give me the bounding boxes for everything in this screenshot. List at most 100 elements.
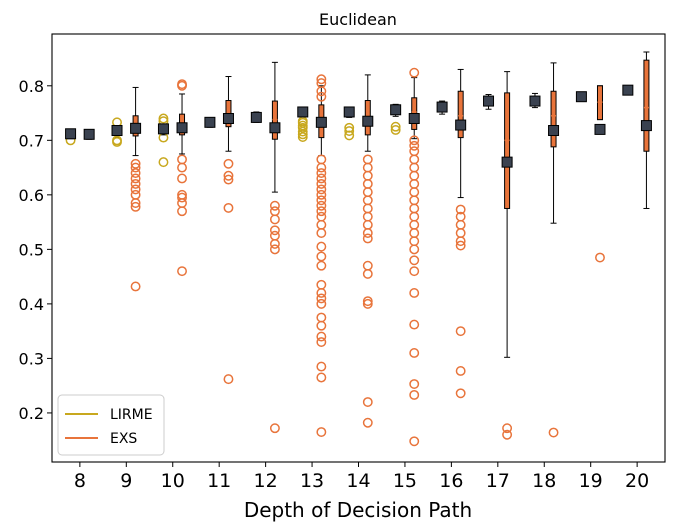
x-tick-label: 8: [74, 470, 86, 492]
outlier-exs: [316, 241, 327, 252]
outlier-exs: [316, 337, 327, 348]
outlier-exs: [316, 74, 327, 85]
mean-marker-lirme: [622, 84, 634, 96]
outlier-exs: [316, 361, 327, 372]
legend-label-lirme: LIRME: [110, 407, 153, 423]
x-tick-label: 9: [120, 470, 132, 492]
outlier-exs: [316, 91, 327, 102]
outlier-exs: [316, 86, 327, 97]
outlier-exs: [409, 255, 420, 266]
mean-marker-exs: [315, 116, 327, 128]
mean-marker-lirme: [157, 123, 169, 135]
outlier-lirme: [158, 157, 169, 168]
outlier-exs: [455, 365, 466, 376]
mean-marker-lirme: [483, 95, 495, 107]
outlier-exs: [362, 296, 373, 307]
outlier-lirme: [390, 125, 401, 135]
y-tick-label: 0.6: [19, 186, 44, 205]
outlier-exs: [409, 379, 420, 389]
x-tick-label: 11: [207, 470, 231, 492]
mean-marker-lirme: [65, 128, 77, 140]
mean-marker-exs: [408, 113, 420, 125]
outlier-exs: [223, 374, 234, 385]
outlier-exs: [316, 331, 327, 342]
x-tick-label: 20: [625, 470, 649, 492]
mean-marker-exs: [176, 122, 188, 134]
outlier-exs: [409, 67, 420, 78]
outlier-exs: [362, 298, 373, 309]
x-tick-label: 18: [532, 470, 556, 492]
outlier-exs: [455, 204, 466, 215]
outlier-exs: [455, 326, 466, 337]
x-tick-label: 12: [254, 470, 278, 492]
outlier-exs: [409, 436, 420, 447]
outlier-exs: [316, 184, 327, 195]
outlier-exs: [316, 206, 327, 217]
mean-marker-lirme: [390, 104, 402, 116]
mean-marker-exs: [548, 125, 560, 137]
outlier-exs: [409, 348, 420, 358]
outlier-exs: [223, 170, 234, 181]
y-tick-label: 0.4: [19, 295, 44, 314]
mean-marker-exs: [362, 115, 374, 127]
outlier-exs: [316, 228, 327, 238]
outlier-exs: [316, 178, 327, 189]
x-tick-label: 14: [346, 470, 370, 492]
x-tick-label: 10: [161, 470, 185, 492]
outlier-exs: [130, 198, 141, 208]
outlier-exs: [130, 281, 141, 292]
mean-marker-exs: [455, 119, 467, 131]
outlier-exs: [130, 178, 141, 189]
y-tick-label: 0.8: [19, 77, 44, 96]
outlier-lirme: [344, 126, 355, 136]
outlier-exs: [316, 251, 327, 262]
mean-marker-lirme: [343, 106, 355, 118]
legend-frame: [57, 394, 165, 456]
outlier-lirme: [344, 130, 355, 141]
outlier-exs: [409, 266, 420, 277]
mean-marker-lirme: [575, 91, 587, 103]
outlier-exs: [130, 158, 141, 169]
box-exs: [504, 92, 511, 209]
outlier-exs: [316, 173, 327, 184]
y-tick-label: 0.3: [19, 349, 44, 368]
x-tick-label: 19: [579, 470, 603, 492]
outlier-lirme: [112, 137, 122, 147]
outlier-exs: [409, 135, 420, 146]
outlier-exs: [362, 268, 373, 279]
outlier-exs: [316, 162, 327, 173]
x-tick-label: 17: [486, 470, 510, 492]
box-exs: [550, 90, 557, 148]
outlier-exs: [409, 288, 420, 298]
outlier-lirme: [297, 120, 308, 131]
y-tick-label: 0.7: [19, 131, 44, 150]
chart-title: Euclidean: [319, 10, 397, 29]
x-axis-label: Depth of Decision Path: [244, 498, 472, 522]
outlier-lirme: [390, 121, 401, 132]
x-tick-label: 13: [300, 470, 324, 492]
outlier-exs: [269, 238, 280, 249]
outlier-exs: [502, 423, 513, 434]
outlier-exs: [223, 174, 234, 185]
outlier-exs: [130, 184, 141, 195]
outlier-exs: [130, 168, 141, 178]
outlier-exs: [409, 244, 420, 255]
outlier-exs: [409, 140, 420, 151]
mean-marker-lirme: [436, 101, 448, 113]
outlier-exs: [502, 429, 513, 440]
outlier-exs: [269, 214, 280, 225]
outlier-exs: [177, 162, 187, 173]
outlier-exs: [316, 195, 327, 206]
outlier-exs: [316, 427, 327, 437]
outlier-exs: [316, 293, 327, 304]
outlier-exs: [223, 202, 234, 213]
outlier-exs: [130, 162, 141, 173]
outlier-exs: [269, 423, 280, 434]
mean-marker-lirme: [204, 116, 216, 128]
outlier-exs: [316, 200, 327, 211]
outlier-exs: [409, 319, 420, 330]
y-tick-label: 0.2: [19, 404, 44, 423]
outlier-exs: [130, 201, 141, 212]
mean-marker-exs: [594, 123, 606, 135]
plot-area: [65, 51, 652, 447]
